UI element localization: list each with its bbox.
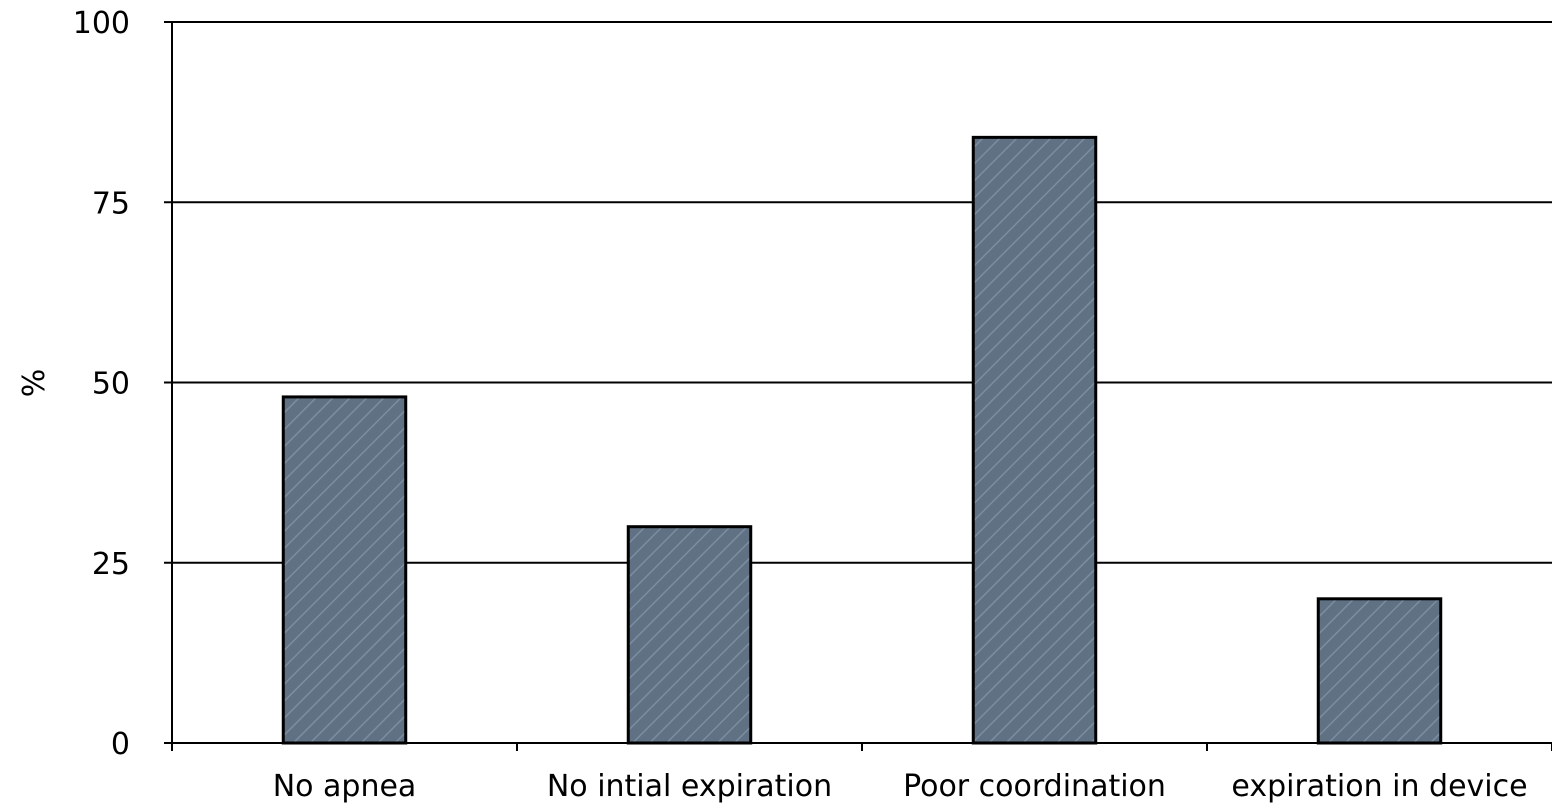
x-tick-label: No apnea: [273, 769, 417, 804]
y-axis-title: %: [17, 369, 52, 398]
bar: [626, 525, 753, 745]
y-tick-label: 50: [92, 367, 130, 402]
y-tick-label: 25: [92, 547, 130, 582]
bars: [281, 135, 1443, 745]
y-tick-labels: 0 25 50 75 100: [73, 6, 130, 762]
x-tick-label: Poor coordination: [903, 769, 1166, 804]
x-tick-labels: No apnea No intial expiration Poor coordin…: [273, 769, 1528, 804]
x-tick-label: No intial expiration: [547, 769, 832, 804]
axes: [164, 21, 1552, 751]
bar: [281, 395, 408, 745]
bar: [1316, 597, 1443, 745]
y-tick-label: 0: [111, 727, 130, 762]
y-tick-label: 100: [73, 6, 130, 41]
x-tick-label: expiration in device: [1231, 769, 1527, 804]
gridlines: [172, 21, 1552, 564]
bar: [971, 135, 1098, 745]
y-tick-label: 75: [92, 186, 130, 221]
